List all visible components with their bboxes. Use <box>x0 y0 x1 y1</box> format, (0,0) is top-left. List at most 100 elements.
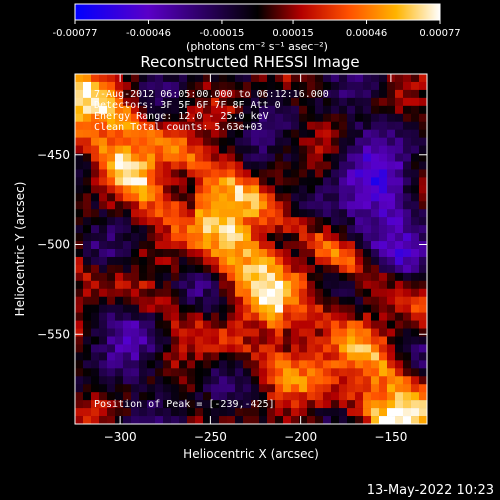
heatmap-cell <box>267 129 276 138</box>
heatmap-cell <box>339 336 348 345</box>
heatmap-cell <box>131 264 140 274</box>
heatmap-cell <box>203 336 212 345</box>
heatmap-cell <box>171 81 180 91</box>
colorbar-tick-label: -0.00077 <box>53 28 98 39</box>
heatmap-cell <box>99 137 108 146</box>
heatmap-cell <box>395 169 404 178</box>
heatmap-cell <box>243 97 252 107</box>
heatmap-cell <box>339 97 348 107</box>
heatmap-cell <box>187 249 196 258</box>
heatmap-cell <box>131 296 140 305</box>
heatmap-cell <box>363 336 372 345</box>
heatmap-cell <box>363 121 372 130</box>
heatmap-cell <box>227 296 236 305</box>
heatmap-cell <box>323 320 332 329</box>
heatmap-cell <box>179 201 188 210</box>
heatmap-cell <box>347 105 356 115</box>
heatmap-cell <box>139 233 148 242</box>
heatmap-cell <box>211 233 220 242</box>
heatmap-cell <box>419 320 428 329</box>
heatmap-cell <box>91 121 100 130</box>
heatmap-cell <box>139 280 148 290</box>
heatmap-cell <box>131 105 140 115</box>
heatmap-cell <box>243 288 252 298</box>
heatmap-cell <box>291 264 300 274</box>
heatmap-cell <box>251 74 260 83</box>
heatmap-cell <box>371 129 380 138</box>
heatmap-cell <box>235 121 244 130</box>
heatmap-cell <box>227 384 236 393</box>
heatmap-cell <box>331 328 340 337</box>
heatmap-cell <box>243 201 252 210</box>
heatmap-cell <box>243 368 252 377</box>
heatmap-cell <box>99 153 108 162</box>
heatmap-cell <box>99 360 108 369</box>
heatmap-cell <box>219 225 228 234</box>
heatmap-cell <box>179 81 188 91</box>
heatmap-cell <box>91 400 100 409</box>
heatmap-cell <box>347 169 356 178</box>
heatmap-cell <box>267 400 276 409</box>
heatmap-cell <box>235 384 244 393</box>
heatmap-cell <box>243 264 252 274</box>
heatmap-cell <box>139 97 148 107</box>
x-axis-label: Heliocentric X (arcsec) <box>183 447 319 461</box>
heatmap-cell <box>147 336 156 345</box>
heatmap-cell <box>379 264 388 274</box>
heatmap-cell <box>379 97 388 107</box>
heatmap-cell <box>315 201 324 210</box>
heatmap-cell <box>203 288 212 298</box>
heatmap-cell <box>291 161 300 170</box>
heatmap-cell <box>219 344 228 353</box>
heatmap-cell <box>107 233 116 242</box>
heatmap-cell <box>283 384 292 393</box>
heatmap-cell <box>267 320 276 329</box>
heatmap-cell <box>91 193 100 202</box>
heatmap-cell <box>291 408 300 417</box>
heatmap-cell <box>211 185 220 194</box>
heatmap-cell <box>75 368 84 377</box>
heatmap-cell <box>195 400 204 409</box>
heatmap-cell <box>83 209 92 218</box>
heatmap-cell <box>355 161 364 170</box>
heatmap-cell <box>307 264 316 274</box>
heatmap-cell <box>171 288 180 298</box>
heatmap-cell <box>155 400 164 409</box>
heatmap-cell <box>387 241 396 250</box>
heatmap-cell <box>203 328 212 337</box>
heatmap-cell <box>331 384 340 393</box>
heatmap-cell <box>387 376 396 385</box>
heatmap-cell <box>187 288 196 298</box>
heatmap-cell <box>115 241 124 250</box>
heatmap-cell <box>339 201 348 210</box>
heatmap-cell <box>131 225 140 234</box>
colorbar-gradient <box>74 3 441 21</box>
heatmap-cell <box>163 241 172 250</box>
heatmap-cell <box>275 233 284 242</box>
heatmap-cell <box>283 376 292 385</box>
heatmap-cell <box>187 217 196 226</box>
heatmap-cell <box>163 280 172 290</box>
heatmap-cell <box>339 368 348 377</box>
heatmap-cell <box>371 320 380 329</box>
heatmap-cell <box>387 113 396 123</box>
heatmap-cell <box>163 177 172 186</box>
heatmap-cell <box>171 352 180 361</box>
heatmap-cell <box>395 74 404 83</box>
heatmap-cell <box>227 376 236 385</box>
heatmap-cell <box>243 193 252 202</box>
colorbar-tick-label: 0.00046 <box>346 28 387 39</box>
heatmap-cell <box>259 113 268 123</box>
heatmap-cell <box>291 113 300 123</box>
heatmap-cell <box>339 89 348 99</box>
heatmap-cell <box>339 312 348 321</box>
heatmap-cell <box>83 384 92 393</box>
heatmap-cell <box>283 288 292 298</box>
heatmap-cell <box>355 368 364 377</box>
heatmap-cell <box>219 280 228 290</box>
heatmap-cell <box>315 280 324 290</box>
heatmap-cell <box>323 74 332 83</box>
heatmap-cell <box>227 201 236 210</box>
heatmap-cell <box>291 256 300 266</box>
heatmap-cell <box>107 320 116 329</box>
